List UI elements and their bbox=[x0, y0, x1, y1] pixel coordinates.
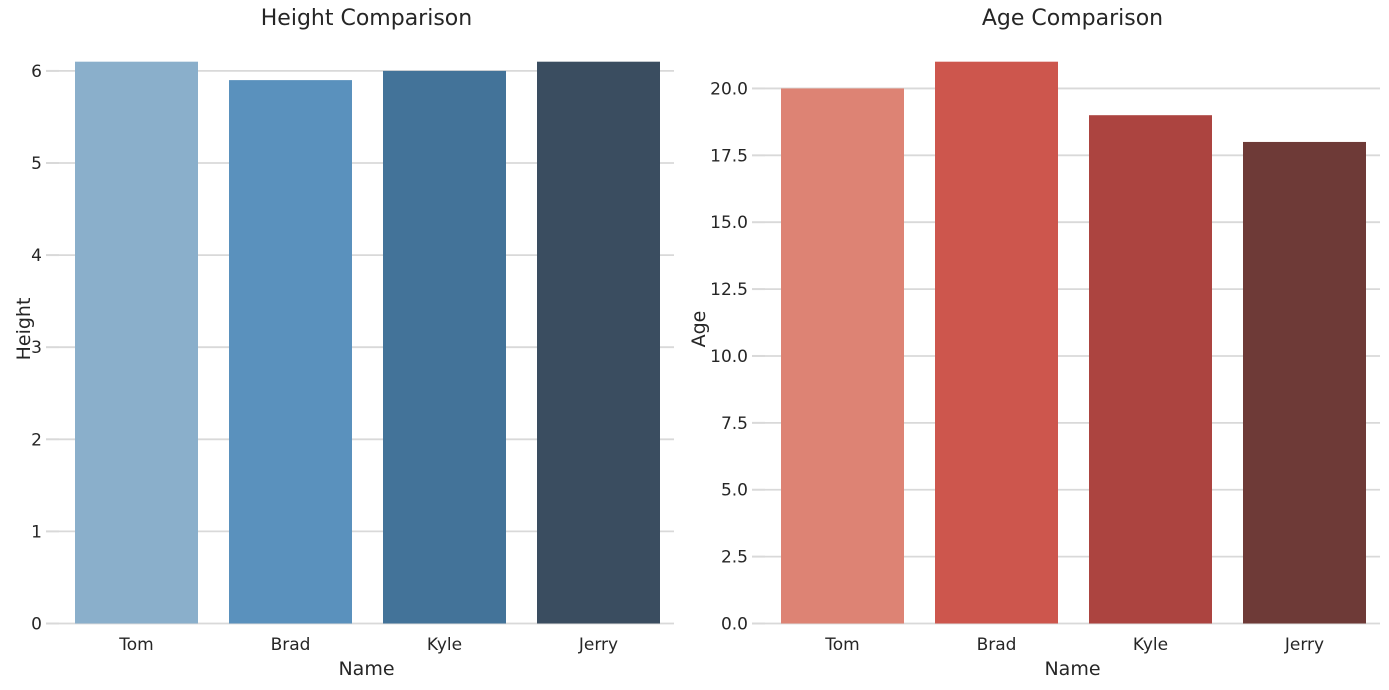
bar-tom bbox=[781, 88, 904, 624]
bar-brad bbox=[229, 80, 352, 624]
y-tick-label: 4 bbox=[31, 246, 42, 266]
y-axis-label-height: Height bbox=[13, 297, 35, 361]
chart-title-height: Height Comparison bbox=[260, 6, 473, 31]
bar-jerry bbox=[1243, 141, 1366, 624]
y-tick-label: 5 bbox=[31, 154, 42, 174]
bar-kyle bbox=[383, 70, 506, 624]
x-tick-label: Brad bbox=[977, 635, 1017, 655]
y-tick-label: 17.5 bbox=[710, 146, 748, 166]
bar-tom bbox=[75, 61, 198, 624]
y-tick-label: 5.0 bbox=[721, 481, 748, 501]
x-axis-label-name-left: Name bbox=[338, 658, 395, 680]
x-tick-label: Tom bbox=[118, 635, 153, 655]
y-tick-label: 15.0 bbox=[710, 213, 748, 233]
bar-brad bbox=[935, 61, 1058, 624]
y-tick-label: 7.5 bbox=[721, 414, 748, 434]
y-tick-label: 2.5 bbox=[721, 548, 748, 568]
y-tick-label: 0 bbox=[31, 615, 42, 635]
x-tick-label: Jerry bbox=[578, 635, 618, 655]
y-axis-label-age: Age bbox=[688, 310, 710, 348]
x-tick-label: Tom bbox=[824, 635, 859, 655]
y-tick-label: 3 bbox=[31, 338, 42, 358]
y-tick-label: 6 bbox=[31, 62, 42, 82]
y-tick-label: 2 bbox=[31, 430, 42, 450]
x-tick-label: Kyle bbox=[427, 635, 462, 655]
x-tick-label: Jerry bbox=[1284, 635, 1324, 655]
y-tick-label: 12.5 bbox=[710, 280, 748, 300]
y-tick-label: 0.0 bbox=[721, 615, 748, 635]
x-axis-label-name-right: Name bbox=[1044, 658, 1101, 680]
y-tick-label: 1 bbox=[31, 522, 42, 542]
y-tick-label: 20.0 bbox=[710, 79, 748, 99]
bar-kyle bbox=[1089, 115, 1212, 624]
x-tick-label: Kyle bbox=[1133, 635, 1168, 655]
bar-jerry bbox=[537, 61, 660, 624]
y-tick-label: 10.0 bbox=[710, 347, 748, 367]
x-tick-label: Brad bbox=[271, 635, 311, 655]
chart-title-age: Age Comparison bbox=[981, 6, 1164, 31]
